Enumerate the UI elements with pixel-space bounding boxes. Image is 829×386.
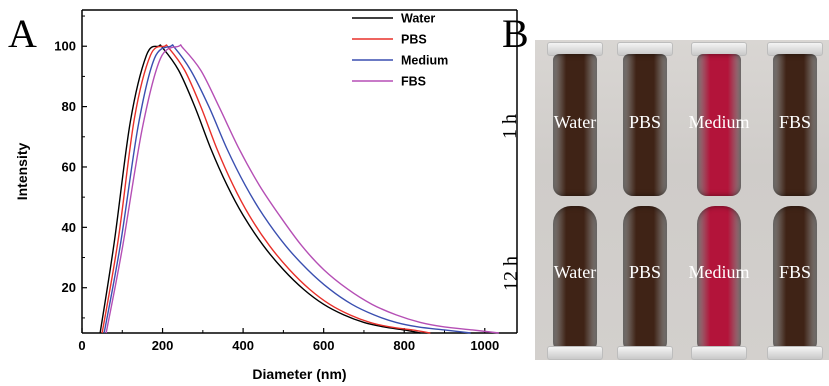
series-line-fbs (105, 44, 499, 334)
legend-label-water: Water (401, 12, 435, 26)
tube-liquid (697, 206, 741, 352)
tube-liquid (623, 206, 667, 352)
y-tick-label: 100 (54, 39, 76, 54)
y-tick-label: 40 (62, 220, 76, 235)
x-tick-label: 0 (78, 338, 85, 353)
tube-liquid (623, 54, 667, 196)
series-line-medium (103, 44, 471, 334)
x-tick-label: 1000 (470, 338, 499, 353)
legend-label-pbs: PBS (401, 33, 427, 47)
tube-12h-medium: Medium (689, 40, 750, 360)
x-tick-label: 200 (152, 338, 174, 353)
y-tick-label: 80 (62, 99, 76, 114)
tube-1h-water: Water (547, 40, 603, 360)
tube-liquid (553, 206, 597, 352)
tube-label: PBS (628, 112, 662, 132)
tube-photo: Water PBS Medium FBS Water PBS Medium FBS (535, 40, 829, 360)
tube-base (617, 346, 673, 360)
tube-base (547, 346, 603, 360)
x-tick-label: 400 (232, 338, 254, 353)
tube-12h-pbs: PBS (617, 40, 673, 360)
panel-b-letter: B (502, 11, 529, 56)
tube-base (767, 346, 823, 360)
tube-base (691, 346, 747, 360)
y-axis-title: Intensity (14, 143, 30, 201)
tube-label: Medium (688, 262, 750, 282)
y-tick-label: 60 (62, 159, 76, 174)
series-line-water (99, 44, 421, 334)
y-tick-label: 20 (62, 280, 76, 295)
tube-liquid (697, 54, 741, 196)
tube-label: FBS (778, 262, 812, 282)
panel-a-letter: A (8, 11, 37, 56)
tube-label: Medium (688, 112, 750, 132)
tube-label: Water (553, 262, 597, 282)
tube-liquid (553, 54, 597, 196)
series-line-pbs (101, 44, 431, 334)
row-label-12h: 12 h (500, 256, 522, 291)
row-label-1h: 1 h (499, 114, 521, 139)
tube-1h-fbs: FBS (767, 40, 823, 360)
legend-label-medium: Medium (401, 54, 448, 68)
tube-12h-water: Water (547, 40, 603, 360)
tube-label: PBS (628, 262, 662, 282)
x-tick-label: 800 (393, 338, 415, 353)
tube-liquid (773, 54, 817, 196)
tube-label: FBS (778, 112, 812, 132)
tube-1h-pbs: PBS (617, 40, 673, 360)
tube-12h-fbs: FBS (767, 40, 823, 360)
tube-label: Water (553, 112, 597, 132)
x-axis-title: Diameter (nm) (252, 366, 346, 382)
x-tick-label: 600 (313, 338, 335, 353)
tube-liquid (773, 206, 817, 352)
tube-1h-medium: Medium (689, 40, 750, 360)
legend-label-fbs: FBS (401, 75, 426, 89)
